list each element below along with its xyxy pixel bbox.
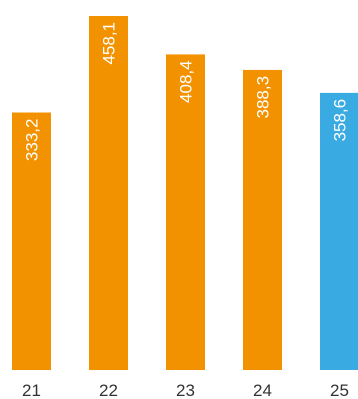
category-label-21: 21 — [22, 381, 41, 399]
value-label-25: 358,6 — [331, 99, 350, 142]
value-label-23: 408,4 — [177, 60, 196, 103]
category-labels-group: 21 22 23 24 25 — [22, 381, 349, 399]
value-label-24: 388,3 — [254, 76, 273, 119]
value-labels-group: 333,2 458,1 408,4 388,3 358,6 — [23, 22, 350, 161]
value-label-21: 333,2 — [23, 119, 42, 162]
bar-24 — [243, 69, 282, 370]
category-label-23: 23 — [176, 381, 195, 399]
category-label-24: 24 — [253, 381, 272, 399]
bar-25 — [320, 92, 358, 370]
category-label-22: 22 — [99, 381, 118, 399]
bar-21 — [12, 112, 51, 370]
value-label-22: 458,1 — [100, 22, 119, 65]
bar-22 — [89, 16, 128, 370]
category-label-25: 25 — [330, 381, 349, 399]
bar-23 — [166, 54, 205, 370]
bars-group — [12, 16, 358, 370]
